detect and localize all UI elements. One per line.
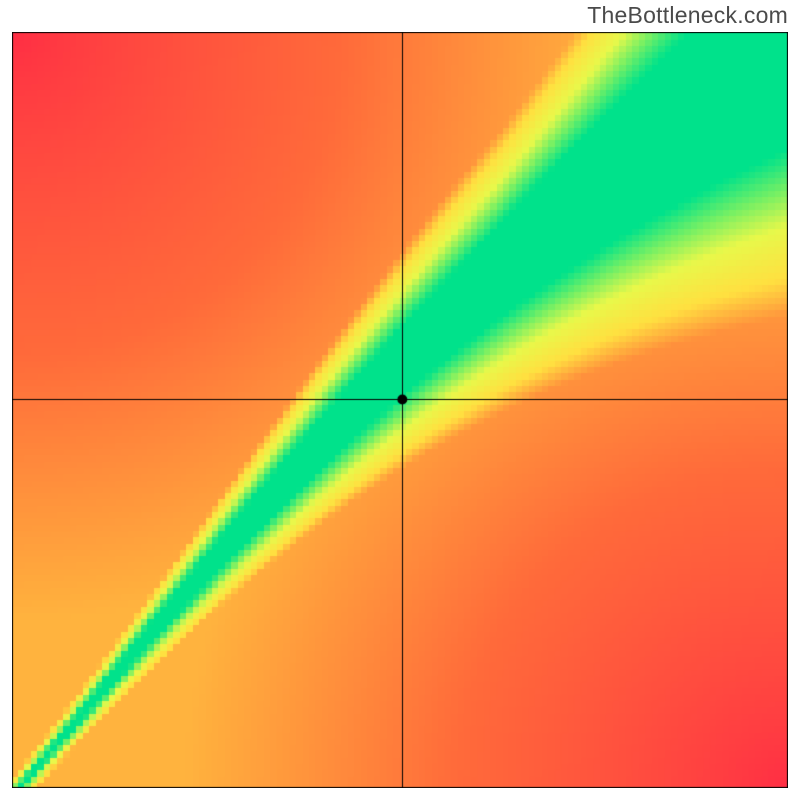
watermark-label: TheBottleneck.com — [587, 2, 788, 29]
bottleneck-heatmap — [12, 32, 788, 788]
